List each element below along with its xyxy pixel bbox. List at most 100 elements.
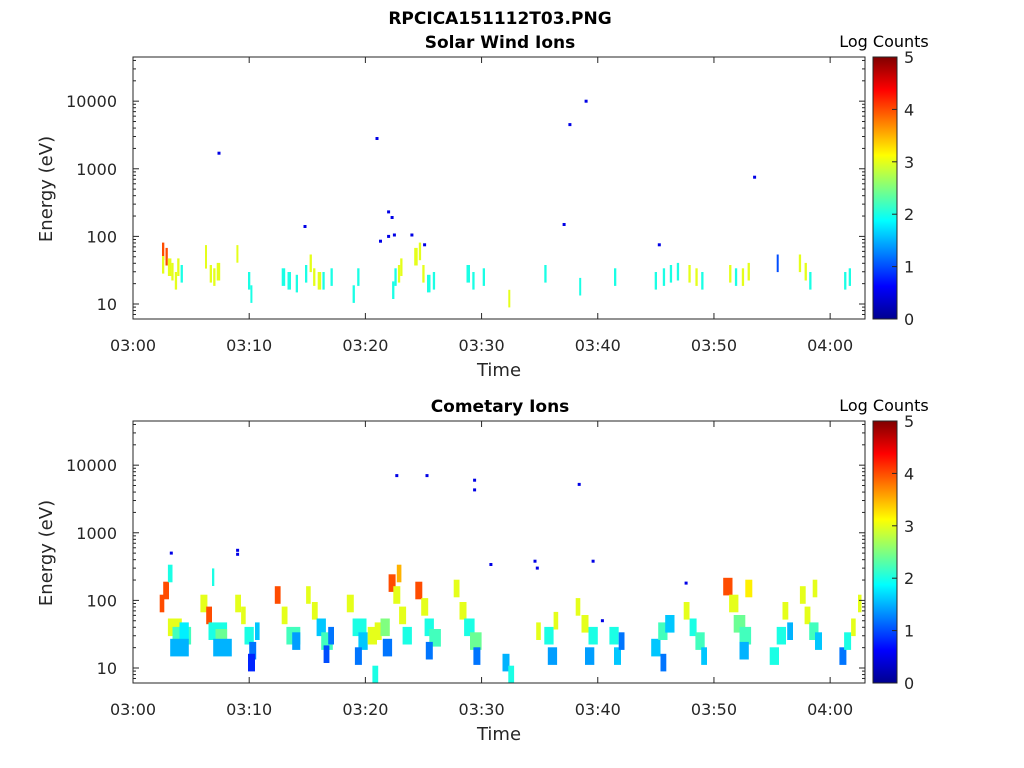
heatmap-cell xyxy=(295,274,298,293)
heatmap-cell xyxy=(292,632,301,650)
colorbar-tick-label: 4 xyxy=(904,100,914,119)
heatmap-cell xyxy=(544,626,554,645)
heatmap-point xyxy=(217,151,221,155)
heatmap-cell xyxy=(205,245,207,263)
heatmap-point xyxy=(410,233,414,237)
x-ticks: 03:00 03:10 03:20 03:30 03:40 03:50 04:00 xyxy=(110,421,853,719)
heatmap-cell xyxy=(394,268,397,286)
heatmap-cell xyxy=(209,265,212,283)
heatmap-point xyxy=(535,566,539,570)
heatmap-cell xyxy=(581,615,589,633)
heatmap-cell xyxy=(839,647,847,665)
heatmap-point xyxy=(387,210,391,214)
heatmap-cell xyxy=(402,626,412,645)
heatmap-cell xyxy=(388,574,396,592)
heatmap-cell xyxy=(165,247,168,266)
heatmap-cell xyxy=(723,577,733,596)
heatmap-point xyxy=(577,482,581,486)
heatmap-cell xyxy=(544,265,547,283)
heatmap-cell xyxy=(421,598,429,616)
heatmap-cell xyxy=(163,581,169,600)
y-axis-label: Energy (eV) xyxy=(36,500,57,606)
heatmap-cell xyxy=(400,258,403,276)
heatmap-cell xyxy=(734,268,738,286)
heatmap-cell xyxy=(216,262,221,281)
heatmap-cell xyxy=(212,568,215,586)
y-tick-label: 1000 xyxy=(76,524,117,543)
plot-frame xyxy=(132,56,866,320)
colorbar: Log Counts 0 1 2 3 4 5 xyxy=(839,32,929,329)
heatmap-cell xyxy=(281,268,286,286)
x-tick-label: 03:20 xyxy=(342,336,388,355)
heatmap-cell xyxy=(313,268,316,286)
heatmap-cell xyxy=(213,638,232,657)
heatmap-points xyxy=(217,99,757,247)
colorbar-tick-label: 2 xyxy=(904,205,914,224)
colorbar-gradient xyxy=(872,420,898,684)
heatmap-cell xyxy=(317,272,322,290)
heatmap-cell xyxy=(425,641,433,660)
x-tick-label: 03:30 xyxy=(459,336,505,355)
heatmap-point xyxy=(236,552,240,556)
colorbar-title: Log Counts xyxy=(839,396,929,415)
heatmap-point xyxy=(395,474,399,478)
heatmap-point xyxy=(375,137,379,140)
heatmap-cell xyxy=(167,258,172,276)
heatmap-cell xyxy=(236,245,239,263)
heatmap-point xyxy=(562,223,566,226)
heatmap-cell xyxy=(508,289,511,308)
heatmap-cell xyxy=(618,632,625,650)
heatmap-cell xyxy=(352,285,355,303)
heatmap-cell xyxy=(662,268,666,286)
heatmap-cell xyxy=(502,653,510,672)
colorbar-gradient xyxy=(872,56,898,320)
heatmap-point xyxy=(753,175,757,179)
heatmap-cell xyxy=(466,265,470,283)
heatmap-cell xyxy=(547,647,558,665)
heatmap-cell xyxy=(536,622,541,640)
x-tick-label: 03:00 xyxy=(110,336,156,355)
heatmap-cell xyxy=(729,265,732,283)
heatmap-cell xyxy=(357,268,360,286)
heatmap-cell xyxy=(654,272,657,290)
heatmap-cell xyxy=(309,254,312,273)
heatmap-cell xyxy=(776,254,779,273)
heatmap-cell xyxy=(585,647,595,665)
heatmap-cell xyxy=(396,564,402,583)
heatmap-cell xyxy=(162,256,165,274)
heatmap-cell xyxy=(306,586,311,604)
heatmap-cell xyxy=(255,622,260,640)
heatmap-cells xyxy=(159,564,862,684)
heatmap-cell xyxy=(424,618,434,637)
heatmap-cell xyxy=(414,247,418,266)
heatmap-cell xyxy=(809,622,819,640)
heatmap-cell xyxy=(701,272,704,290)
heatmap-point xyxy=(489,563,493,566)
heatmap-cell xyxy=(213,268,216,286)
heatmap-cell xyxy=(688,265,691,283)
x-tick-label: 03:00 xyxy=(110,700,156,719)
heatmap-cell xyxy=(241,606,246,625)
heatmap-cell xyxy=(372,665,379,684)
heatmap-point xyxy=(591,559,595,563)
heatmap-cell xyxy=(739,626,752,645)
heatmap-cell xyxy=(579,277,582,296)
heatmap-point xyxy=(684,581,688,585)
heatmap-point xyxy=(425,474,429,478)
heatmap-cell xyxy=(432,272,436,290)
panel-cometary: Cometary Ions 03:00 03:10 03:20 03:30 03:40 0… xyxy=(36,396,929,745)
y-tick-label: 10 xyxy=(97,659,117,678)
heatmap-point xyxy=(390,216,394,219)
plot-area xyxy=(133,421,865,683)
heatmap-cell xyxy=(733,615,746,633)
heatmap-cell xyxy=(787,622,793,640)
panel-solar-wind: Solar Wind Ions 03:00 03:10 03:20 03:30 03:4… xyxy=(36,32,929,381)
heatmap-cell xyxy=(609,626,619,645)
heatmap-point xyxy=(169,551,173,555)
heatmap-cell xyxy=(769,647,779,665)
heatmap-cell xyxy=(858,594,862,613)
heatmap-cell xyxy=(799,586,806,604)
heatmap-cell xyxy=(374,622,382,640)
heatmap-cell xyxy=(180,265,183,283)
heatmap-cell xyxy=(330,268,333,286)
